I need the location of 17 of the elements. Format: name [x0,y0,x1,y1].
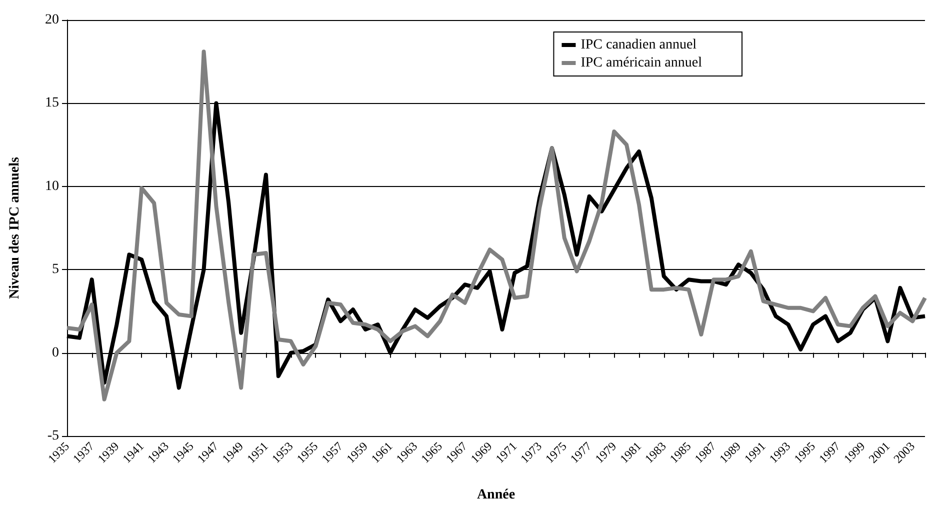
y-tick-label: -5 [47,428,59,444]
x-axis-title: Année [476,488,516,502]
x-tick-label: 1991 [741,439,768,466]
y-tick-label: 10 [45,178,59,194]
x-tick-label: 1951 [244,439,271,466]
y-axis-title: Niveau des IPC annuels [8,156,22,299]
x-tick-label: 1981 [617,439,644,466]
legend-label: IPC canadien annuel [580,38,697,52]
y-tick-label: 20 [45,12,59,28]
y-tick-label: 15 [45,96,59,111]
line-series [65,50,927,402]
x-tick-label: 1941 [120,439,147,466]
y-tick-label: 5 [52,262,59,278]
legend-label: IPC américain annuel [580,56,702,70]
x-tick-label: 1961 [368,439,396,466]
x-tick-label: 1971 [492,439,520,466]
y-tick-label: 0 [52,345,59,360]
